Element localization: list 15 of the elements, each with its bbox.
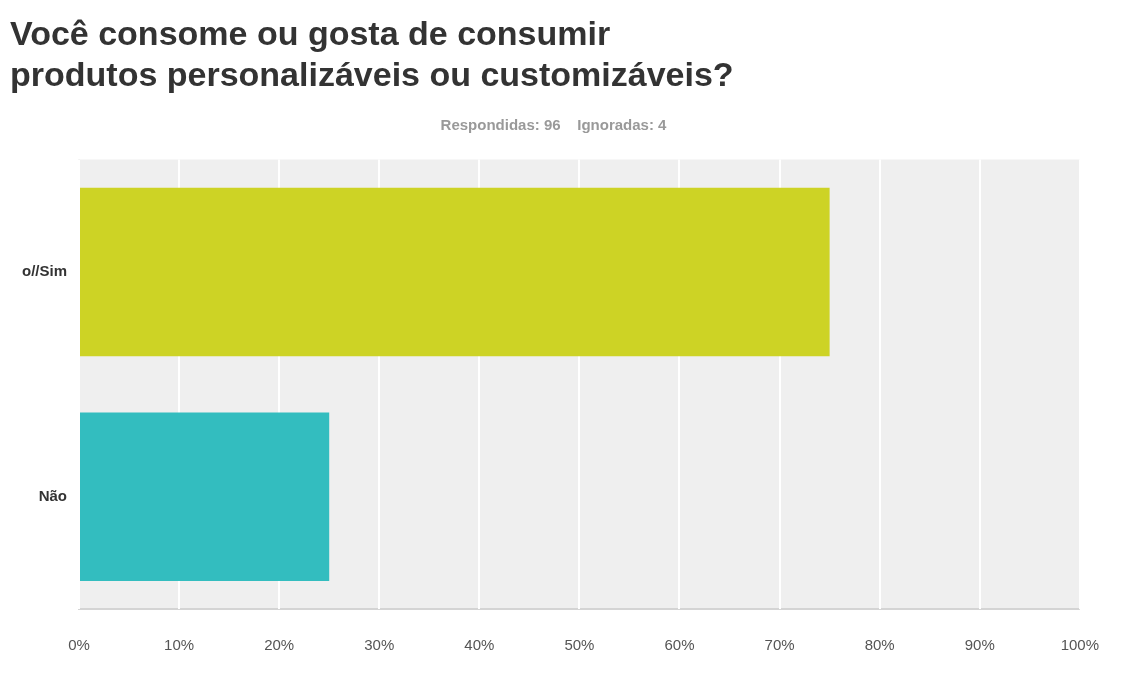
- x-tick-label: 90%: [964, 636, 995, 654]
- x-tick-label: 70%: [764, 636, 795, 654]
- x-tick-label: 100%: [1060, 636, 1100, 654]
- x-tick-label: 80%: [864, 636, 895, 654]
- x-tick-label: 40%: [464, 636, 495, 654]
- chart-title: Você consome ou gosta de consumir produtos personalizáveis ou customizáveis?: [10, 13, 734, 93]
- x-tick-label: 30%: [364, 636, 395, 654]
- x-tick-label: 60%: [664, 636, 695, 654]
- chart-subtitle: Respondidas: 96 Ignoradas: 4: [440, 115, 668, 133]
- y-tick-label: Não: [38, 486, 68, 504]
- x-tick-label: 10%: [164, 636, 195, 654]
- x-tick-label: 20%: [264, 636, 295, 654]
- y-tick-label: o//Sim: [21, 262, 68, 280]
- x-tick-label: 50%: [564, 636, 595, 654]
- x-tick-label: 0%: [68, 636, 90, 654]
